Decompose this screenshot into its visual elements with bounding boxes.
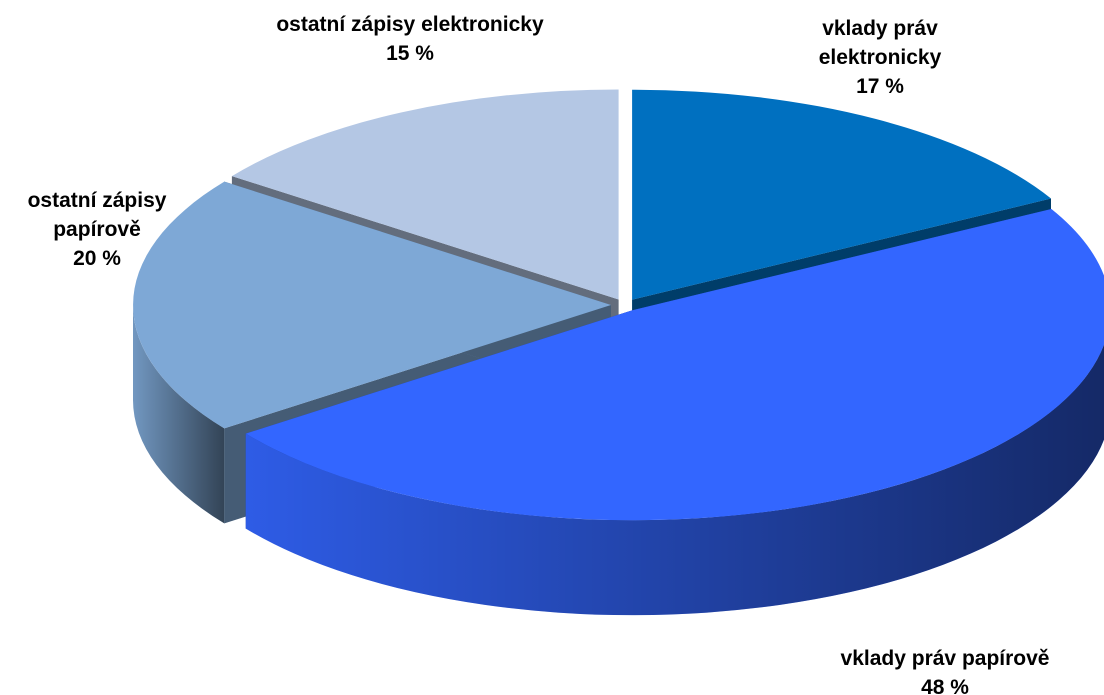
slice-label: ostatní zápisy elektronicky 15 % bbox=[220, 10, 600, 68]
slice bbox=[632, 89, 1051, 300]
slice-value: 48 % bbox=[921, 676, 969, 695]
slice bbox=[245, 209, 1104, 521]
slice-value: 20 % bbox=[73, 247, 121, 270]
slice-name: ostatní zápisy papírově bbox=[27, 189, 167, 241]
slice-label: vklady práv papírově 48 % bbox=[785, 644, 1104, 695]
slice-side-shade bbox=[133, 305, 225, 524]
slice-side-shade bbox=[245, 344, 1104, 616]
slice-value: 15 % bbox=[386, 42, 434, 65]
slice-name: vklady práv elektronicky bbox=[818, 17, 942, 69]
slice bbox=[133, 181, 611, 429]
slice-name: vklady práv papírově bbox=[840, 647, 1050, 670]
slice-label: vklady práv elektronicky 17 % bbox=[795, 14, 965, 101]
slice-value: 17 % bbox=[856, 75, 904, 98]
slice bbox=[231, 89, 619, 300]
slice-label: ostatní zápisy papírově 20 % bbox=[2, 186, 192, 273]
slice-name: ostatní zápisy elektronicky bbox=[276, 13, 544, 36]
